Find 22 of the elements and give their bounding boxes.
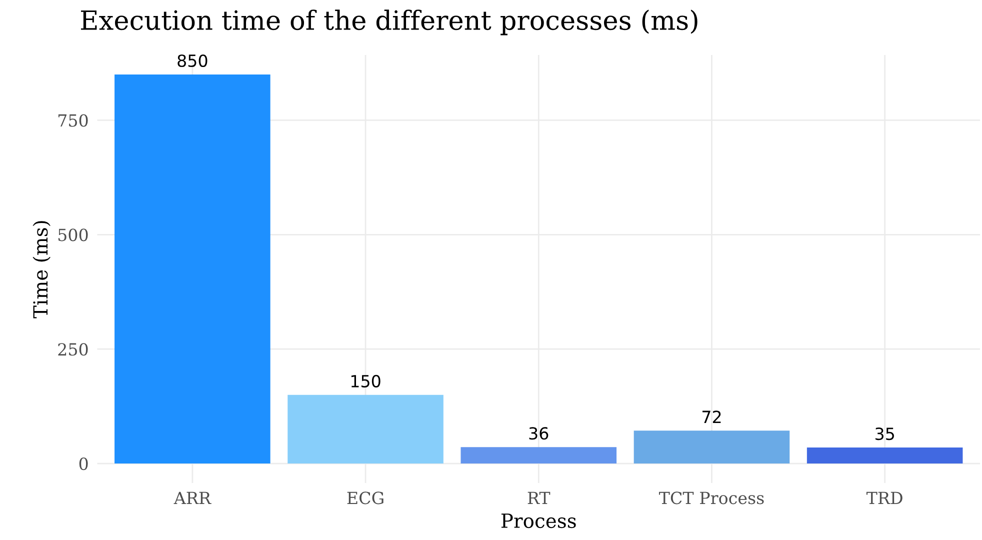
bar [460,447,617,464]
y-tick-label: 0 [79,458,88,470]
data-label: 35 [875,428,894,440]
x-tick-label: ARR [174,492,212,504]
x-tick-label: TRD [866,492,902,504]
y-tick-label: 500 [58,228,88,242]
bar [288,394,444,464]
y-tick-label: 250 [58,343,88,356]
bar [806,448,963,464]
x-axis-title: Process [501,514,576,528]
data-label: 850 [178,54,208,68]
data-label: 150 [351,374,380,388]
x-tick-label: RT [528,492,550,504]
x-tick-label: TCT Process [658,492,764,504]
data-label: 36 [529,427,548,440]
bar [114,74,270,464]
chart-title: Execution time of the different processes (ms) [81,10,698,36]
x-tick-label: ECG [347,492,384,504]
y-tick-label: 750 [58,114,88,127]
y-axis-title: Time (ms) [32,221,50,318]
bar [634,430,790,464]
data-label: 72 [702,410,721,423]
